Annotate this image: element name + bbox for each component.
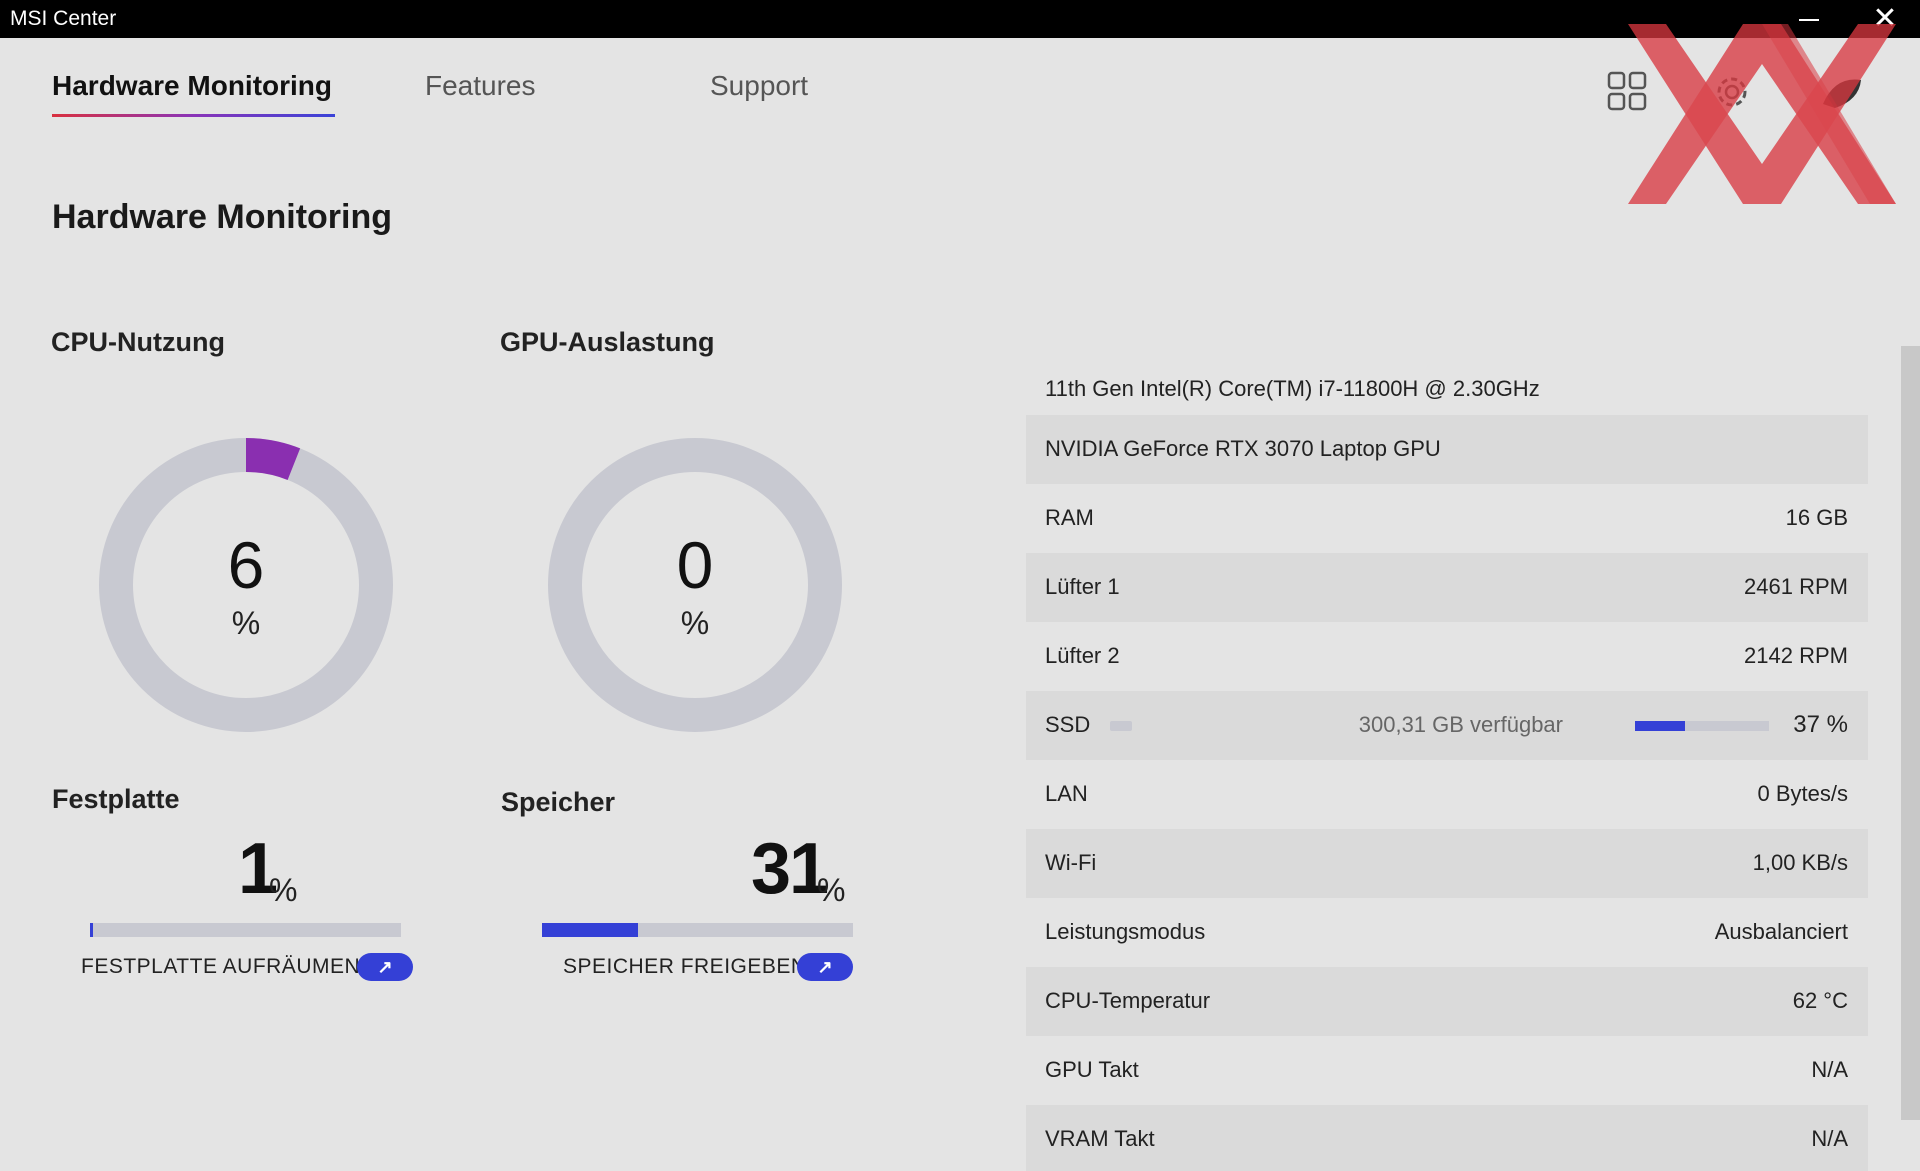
info-key: RAM bbox=[1045, 505, 1094, 530]
system-info-panel: 11th Gen Intel(R) Core(TM) i7-11800H @ 2… bbox=[1026, 355, 1868, 1171]
cpu-usage-label: CPU-Nutzung bbox=[51, 327, 225, 357]
info-row-gpu-clock: GPU Takt N/A bbox=[1026, 1036, 1868, 1105]
info-value: N/A bbox=[1811, 1126, 1848, 1151]
info-value: 62 °C bbox=[1792, 988, 1848, 1013]
info-key: Wi-Fi bbox=[1045, 850, 1097, 875]
memory-usage-bar-fill bbox=[542, 923, 639, 937]
memory-usage-bar bbox=[542, 923, 853, 937]
tab-hardware-monitoring[interactable]: Hardware Monitoring bbox=[52, 70, 333, 101]
tab-features[interactable]: Features bbox=[425, 70, 536, 101]
gpu-usage-gauge: 0 % bbox=[545, 435, 845, 735]
info-key: Lüfter 1 bbox=[1045, 574, 1120, 599]
info-row-fan-2: Lüfter 2 2142 RPM bbox=[1026, 622, 1868, 691]
cpu-usage-value: 6 bbox=[227, 528, 265, 602]
info-key: Lüfter 2 bbox=[1045, 643, 1120, 668]
info-panel-scrollbar[interactable] bbox=[1901, 346, 1920, 1120]
disk-cleanup-label: FESTPLATTE AUFRÄUMEN bbox=[81, 955, 361, 978]
cpu-usage-arc bbox=[99, 438, 393, 732]
info-value: N/A bbox=[1811, 1057, 1848, 1082]
grid-icon[interactable] bbox=[1607, 71, 1647, 111]
info-row-wifi: Wi-Fi 1,00 KB/s bbox=[1026, 829, 1868, 898]
info-row-ram: RAM 16 GB bbox=[1026, 484, 1868, 553]
info-value: 16 GB bbox=[1785, 505, 1848, 530]
disk-usage-bar bbox=[90, 923, 401, 937]
info-row-ssd: SSD 300,31 GB verfügbar 37 % bbox=[1026, 691, 1868, 760]
gpu-usage-value: 0 bbox=[676, 528, 714, 602]
info-row-vram-clock: VRAM Takt N/A bbox=[1026, 1105, 1868, 1171]
boost-icon: ↗ bbox=[377, 957, 393, 977]
info-value: 2142 RPM bbox=[1744, 643, 1848, 668]
info-value: 1,00 KB/s bbox=[1752, 850, 1848, 875]
info-key: VRAM Takt bbox=[1045, 1126, 1155, 1151]
minimize-button[interactable] bbox=[1797, 8, 1821, 30]
memory-free-button[interactable]: ↗ bbox=[797, 953, 853, 981]
disk-usage-bar-fill bbox=[90, 923, 94, 937]
info-value: 2461 RPM bbox=[1744, 574, 1848, 599]
gpu-usage-label: GPU-Auslastung bbox=[500, 327, 715, 357]
disk-usage-unit: % bbox=[269, 872, 298, 908]
info-key: SSD bbox=[1045, 712, 1091, 737]
ssd-free-space: 300,31 GB verfügbar bbox=[1358, 712, 1563, 737]
cpu-usage-unit: % bbox=[231, 605, 261, 641]
info-row-gpu-name: NVIDIA GeForce RTX 3070 Laptop GPU bbox=[1026, 415, 1868, 484]
ssd-usage-bar-fill bbox=[1635, 721, 1685, 731]
page-title: Hardware Monitoring bbox=[52, 198, 393, 236]
info-row-fan-1: Lüfter 1 2461 RPM bbox=[1026, 553, 1868, 622]
gpu-name: NVIDIA GeForce RTX 3070 Laptop GPU bbox=[1045, 436, 1441, 461]
info-row-cpu-temperature: CPU-Temperatur 62 °C bbox=[1026, 967, 1868, 1036]
disk-cleanup-button[interactable]: ↗ bbox=[357, 953, 413, 981]
window-title: MSI Center bbox=[10, 7, 117, 30]
memory-label: Speicher bbox=[501, 787, 616, 817]
title-bar: MSI Center ✕ bbox=[0, 0, 1920, 38]
memory-usage-value: 31 bbox=[751, 829, 829, 909]
memory-usage-unit: % bbox=[817, 872, 846, 908]
memory-free-label: SPEICHER FREIGEBEN bbox=[563, 955, 807, 978]
gpu-usage-unit: % bbox=[680, 605, 710, 641]
disk-label: Festplatte bbox=[52, 784, 180, 814]
cpu-usage-gauge: 6 % bbox=[96, 435, 396, 735]
info-key: CPU-Temperatur bbox=[1045, 988, 1211, 1013]
active-tab-underline bbox=[52, 114, 335, 117]
info-row-performance-mode: Leistungsmodus Ausbalanciert bbox=[1026, 898, 1868, 967]
boost-icon: ↗ bbox=[817, 957, 833, 977]
disk-usage-value: 1 bbox=[238, 829, 278, 909]
ssd-usage-percent: 37 % bbox=[1793, 711, 1848, 738]
info-value: Ausbalanciert bbox=[1714, 919, 1848, 944]
watermark-logo bbox=[1628, 24, 1896, 204]
info-key: GPU Takt bbox=[1045, 1057, 1139, 1082]
info-key: LAN bbox=[1045, 781, 1088, 806]
ssd-indicator bbox=[1110, 721, 1132, 731]
info-row-cpu-name: 11th Gen Intel(R) Core(TM) i7-11800H @ 2… bbox=[1026, 355, 1868, 424]
info-value: 0 Bytes/s bbox=[1757, 781, 1848, 806]
info-row-lan: LAN 0 Bytes/s bbox=[1026, 760, 1868, 829]
info-key: Leistungsmodus bbox=[1045, 919, 1206, 944]
cpu-name: 11th Gen Intel(R) Core(TM) i7-11800H @ 2… bbox=[1045, 376, 1540, 401]
ssd-usage-bar bbox=[1635, 721, 1769, 731]
tab-support[interactable]: Support bbox=[710, 70, 809, 101]
